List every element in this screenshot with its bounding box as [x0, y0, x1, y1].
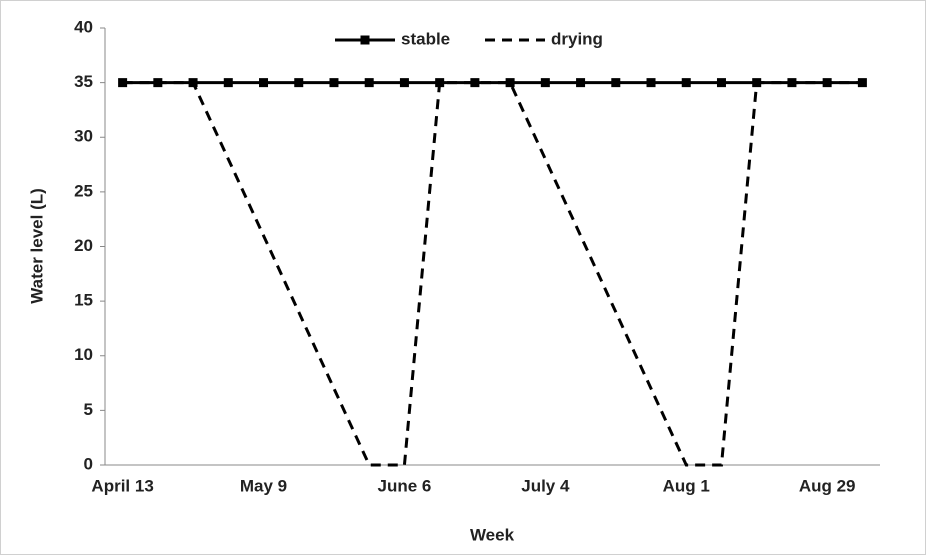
legend-label: drying: [551, 29, 603, 48]
point-marker: [611, 78, 621, 88]
y-tick-label: 0: [84, 454, 93, 473]
y-tick-label: 15: [74, 291, 93, 310]
point-marker: [223, 78, 233, 88]
x-tick-label: May 9: [240, 476, 287, 495]
x-axis-title: Week: [470, 525, 515, 544]
point-marker: [576, 78, 586, 88]
point-marker: [505, 78, 515, 88]
y-tick-label: 10: [74, 345, 93, 364]
x-tick-label: June 6: [378, 476, 432, 495]
y-tick-label: 25: [74, 181, 93, 200]
x-tick-label: July 4: [521, 476, 570, 495]
x-tick-label: Aug 1: [663, 476, 710, 495]
y-axis-title: Water level (L): [27, 188, 46, 304]
y-tick-label: 30: [74, 127, 93, 146]
point-marker: [716, 78, 726, 88]
point-marker: [294, 78, 304, 88]
point-marker: [540, 78, 550, 88]
x-tick-label: Aug 29: [799, 476, 856, 495]
y-tick-label: 20: [74, 236, 93, 255]
point-marker: [329, 78, 339, 88]
x-tick-label: April 13: [91, 476, 153, 495]
series-line: [122, 81, 863, 467]
point-marker: [681, 78, 691, 88]
point-marker: [646, 78, 656, 88]
point-marker: [364, 78, 374, 88]
point-marker: [470, 78, 480, 88]
y-tick-label: 35: [74, 72, 93, 91]
y-tick-label: 5: [84, 400, 93, 419]
legend-marker: [360, 35, 370, 45]
legend-label: stable: [401, 29, 450, 48]
point-marker: [399, 78, 409, 88]
y-tick-label: 40: [74, 17, 93, 36]
point-marker: [259, 78, 269, 88]
